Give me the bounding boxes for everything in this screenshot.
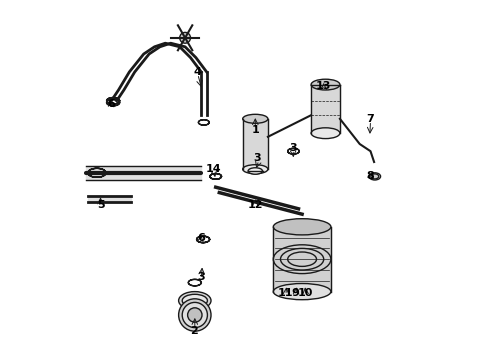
Text: 1: 1 (251, 125, 259, 135)
Ellipse shape (273, 219, 330, 235)
Text: 3: 3 (197, 272, 204, 282)
Circle shape (179, 32, 190, 43)
Ellipse shape (273, 284, 330, 300)
Text: 9: 9 (290, 288, 298, 298)
Ellipse shape (310, 128, 339, 139)
Text: 13: 13 (315, 81, 331, 91)
Circle shape (178, 299, 211, 331)
Polygon shape (273, 227, 330, 292)
Circle shape (187, 308, 202, 322)
Text: 6: 6 (107, 99, 115, 109)
Text: 10: 10 (297, 288, 313, 298)
Text: 11: 11 (278, 288, 293, 298)
Ellipse shape (247, 168, 262, 174)
Ellipse shape (370, 174, 378, 179)
Text: 8: 8 (366, 171, 374, 181)
Ellipse shape (310, 79, 339, 90)
Circle shape (182, 302, 207, 328)
Text: 14: 14 (205, 164, 221, 174)
Ellipse shape (182, 294, 207, 307)
Text: 6: 6 (197, 233, 205, 243)
Text: 12: 12 (247, 200, 263, 210)
Text: 4: 4 (193, 67, 201, 77)
Ellipse shape (242, 114, 267, 123)
Text: 2: 2 (190, 326, 198, 336)
Text: 3: 3 (289, 143, 296, 153)
Text: 7: 7 (366, 114, 374, 124)
Text: 5: 5 (97, 200, 104, 210)
Ellipse shape (178, 292, 211, 310)
Ellipse shape (242, 165, 267, 174)
Text: 3: 3 (253, 153, 261, 163)
